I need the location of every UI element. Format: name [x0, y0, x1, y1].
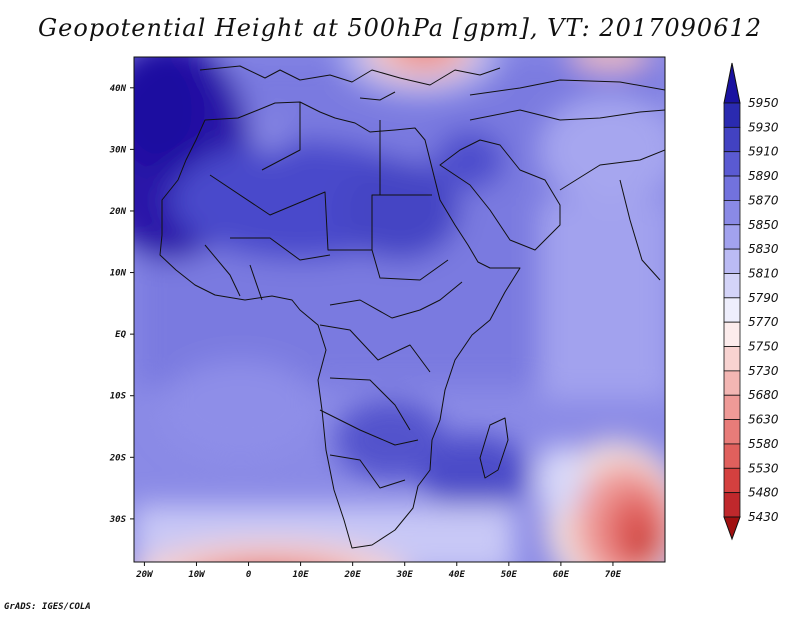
colorbar-label: 5850 — [748, 218, 779, 232]
country-border — [204, 102, 463, 489]
coastlines — [159, 65, 665, 549]
lat-tick-label: 30S — [109, 515, 127, 525]
colorbar-swatch — [723, 248, 741, 274]
colorbar-label: 5870 — [748, 193, 779, 207]
colorbar-min-arrow — [723, 516, 741, 541]
colorbar-swatch — [723, 102, 741, 128]
colorbar: 5950 5930 5910 5890 5870 5850 5830 5810 5790 5770… — [723, 62, 779, 541]
lon-tick-label: 0 — [246, 570, 252, 580]
europe-coastline — [199, 65, 501, 101]
colorbar-label: 5430 — [748, 510, 779, 524]
colorbar-swatch — [723, 126, 741, 153]
latitude-axis: 40N 30N 20N 10N EQ 10S 20S 30S — [109, 84, 134, 525]
asia-coastline — [439, 139, 561, 251]
longitude-axis: 20W 10W 0 10E 20E 30E 40E 50E 60E 70E — [135, 562, 622, 580]
colorbar-label: 5770 — [748, 315, 779, 329]
colorbar-label: 5480 — [748, 486, 779, 500]
lat-tick-label: 30N — [109, 145, 127, 155]
madagascar-coastline — [479, 417, 509, 479]
colorbar-label: 5530 — [748, 461, 779, 475]
colorbar-swatch — [723, 467, 741, 494]
colorbar-label: 5750 — [748, 340, 779, 354]
lat-tick-label: 20S — [109, 453, 127, 463]
colorbar-swatch — [723, 273, 741, 299]
colorbar-swatch — [723, 419, 741, 445]
lon-tick-label: 40E — [449, 570, 466, 580]
colorbar-swatch — [723, 443, 741, 469]
colorbar-label: 5680 — [748, 388, 779, 402]
lat-tick-label: 10S — [110, 392, 127, 402]
lon-tick-label: 20W — [135, 570, 154, 580]
lat-tick-label: 10N — [110, 269, 127, 279]
colorbar-swatch — [723, 346, 741, 372]
colorbar-swatch — [723, 175, 741, 201]
colorbar-label: 5630 — [748, 413, 779, 427]
lon-tick-label: 20E — [344, 570, 362, 580]
colorbar-swatch — [723, 151, 741, 177]
colorbar-label: 5830 — [748, 242, 779, 256]
colorbar-swatch — [723, 394, 741, 420]
height-field — [134, 57, 665, 562]
colorbar-label: 5810 — [748, 266, 779, 280]
lon-tick-label: 10W — [188, 570, 206, 580]
lon-tick-label: 10E — [292, 570, 309, 580]
lon-tick-label: 30E — [396, 570, 414, 580]
colorbar-swatch — [723, 297, 741, 323]
colorbar-label: 5580 — [748, 437, 779, 451]
colorbar-swatch — [723, 492, 741, 518]
credit-text: GrADS: IGES/COLA — [4, 602, 91, 612]
asia-coastline — [469, 79, 665, 281]
colorbar-swatch — [723, 200, 741, 226]
lon-tick-label: 60E — [553, 570, 570, 580]
colorbar-swatch — [723, 370, 741, 396]
colorbar-label: 5890 — [748, 169, 779, 183]
lat-tick-label: 40N — [110, 84, 127, 94]
lat-tick-label: 20N — [109, 207, 127, 217]
colorbar-label: 5910 — [748, 145, 779, 159]
lon-tick-label: 70E — [605, 570, 622, 580]
colorbar-label: 5950 — [748, 96, 779, 110]
plot-frame — [133, 56, 666, 563]
colorbar-label: 5790 — [748, 291, 779, 305]
colorbar-swatch — [723, 224, 741, 250]
lat-tick-label: EQ — [115, 330, 126, 340]
colorbar-max-arrow — [723, 62, 741, 104]
colorbar-swatch — [723, 321, 741, 347]
colorbar-label: 5930 — [748, 120, 779, 134]
colorbar-label: 5730 — [748, 364, 779, 378]
map-title: Geopotential Height at 500hPa [gpm], VT:… — [38, 14, 762, 42]
lon-tick-label: 50E — [501, 570, 518, 580]
africa-coastline — [159, 101, 521, 549]
